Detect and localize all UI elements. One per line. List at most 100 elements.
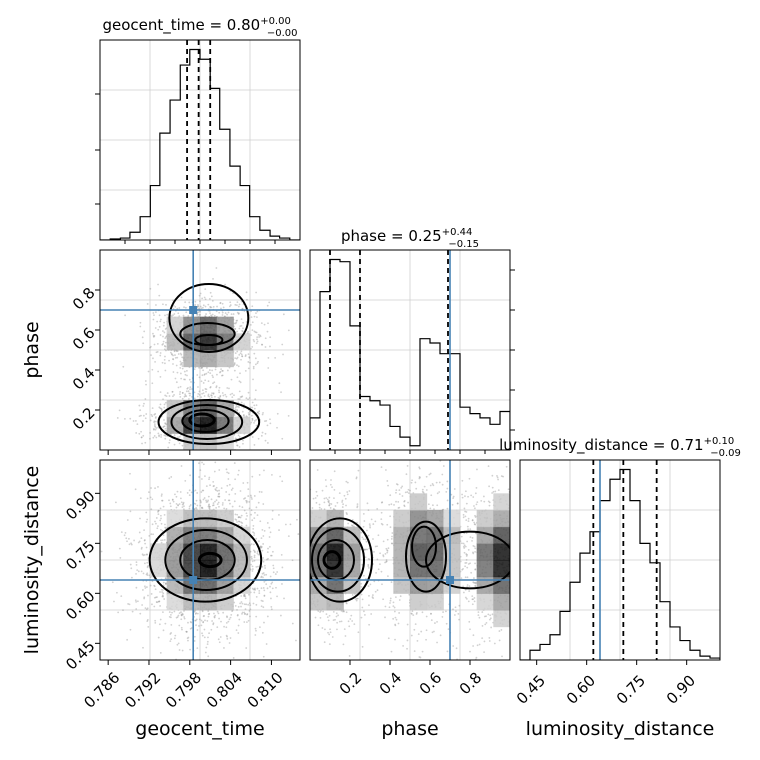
scatter-point — [176, 356, 179, 359]
scatter-point — [251, 329, 254, 332]
scatter-point — [205, 485, 208, 488]
scatter-point — [212, 278, 214, 280]
contour — [168, 283, 250, 353]
scatter-point — [237, 473, 240, 476]
scatter-point — [203, 497, 206, 499]
scatter-point — [212, 623, 215, 626]
scatter-point — [155, 304, 157, 306]
scatter-point — [154, 311, 157, 314]
scatter-point — [139, 409, 142, 412]
contour — [170, 404, 244, 440]
scatter-point — [163, 419, 165, 421]
scatter-point — [266, 442, 269, 444]
scatter-point — [165, 335, 167, 338]
scatter-point — [249, 604, 252, 607]
scatter-point — [171, 611, 173, 614]
scatter-point — [401, 495, 404, 497]
scatter-point — [164, 369, 167, 372]
scatter-point — [151, 523, 154, 526]
scatter-point — [156, 527, 159, 530]
scatter-point — [208, 457, 210, 459]
scatter-point — [123, 417, 126, 420]
scatter-point — [246, 613, 249, 615]
scatter-point — [198, 307, 200, 310]
scatter-point — [438, 481, 441, 484]
scatter-point — [335, 615, 338, 618]
scatter-point — [468, 590, 471, 592]
scatter-point — [115, 501, 117, 504]
scatter-point — [248, 356, 251, 358]
scatter-point — [225, 455, 227, 457]
scatter-point — [204, 388, 207, 390]
scatter-point — [260, 587, 263, 590]
scatter-point — [197, 464, 199, 466]
scatter-point — [146, 620, 149, 622]
scatter-point — [197, 311, 200, 314]
scatter-point — [153, 424, 156, 427]
scatter-point — [204, 305, 207, 308]
scatter-point — [164, 401, 167, 404]
scatter-point — [222, 369, 224, 372]
scatter-point — [234, 492, 237, 495]
scatter-point — [149, 437, 151, 440]
scatter-point — [207, 504, 210, 507]
scatter-point — [159, 528, 162, 531]
scatter-point — [135, 572, 137, 575]
scatter-point — [149, 584, 152, 587]
scatter-point — [245, 647, 248, 649]
scatter-point — [165, 577, 167, 580]
scatter-point — [473, 505, 475, 507]
scatter-point — [159, 320, 162, 323]
scatter-point — [517, 535, 519, 537]
scatter-point — [357, 631, 360, 634]
scatter-point — [289, 523, 292, 526]
scatter-point — [212, 306, 215, 308]
scatter-point — [221, 311, 224, 314]
scatter-point — [173, 610, 176, 613]
scatter-point — [223, 625, 225, 628]
scatter-point — [236, 364, 238, 367]
scatter-point — [219, 636, 222, 638]
scatter-point — [178, 649, 181, 651]
scatter-point — [228, 493, 231, 496]
scatter-point — [258, 412, 260, 415]
scatter-point — [229, 393, 232, 396]
scatter-point — [238, 516, 241, 518]
scatter-point — [220, 374, 223, 377]
density-cell — [200, 316, 218, 334]
scatter-point — [138, 540, 141, 543]
title-luminosity-distance-sup: +0.10 — [704, 436, 735, 447]
scatter-point — [201, 506, 203, 509]
scatter-point — [156, 320, 159, 323]
scatter-point — [236, 609, 238, 611]
scatter-point — [126, 540, 128, 543]
scatter-point — [171, 498, 174, 501]
scatter-point — [249, 608, 252, 611]
scatter-point — [234, 478, 237, 481]
scatter-point — [202, 304, 205, 307]
scatter-point — [211, 374, 214, 377]
scatter-point — [283, 597, 285, 600]
scatter-point — [254, 627, 257, 630]
scatter-point — [237, 632, 240, 634]
scatter-point — [139, 321, 142, 324]
scatter-point — [250, 557, 253, 560]
scatter-point — [240, 524, 243, 527]
scatter-point — [233, 363, 236, 365]
scatter-point — [256, 550, 259, 553]
scatter-point — [209, 312, 211, 315]
y-tick-label: 0.6 — [69, 324, 99, 354]
scatter-point — [209, 291, 212, 294]
scatter-point — [205, 313, 207, 315]
scatter-point — [219, 394, 222, 397]
scatter-point — [239, 396, 242, 398]
scatter-point — [239, 490, 242, 492]
scatter-point — [150, 413, 153, 416]
scatter-point — [255, 506, 258, 509]
scatter-point — [452, 608, 454, 611]
scatter-point — [445, 622, 448, 625]
scatter-point — [207, 610, 210, 612]
scatter-point — [152, 334, 155, 337]
scatter-point — [135, 586, 138, 589]
